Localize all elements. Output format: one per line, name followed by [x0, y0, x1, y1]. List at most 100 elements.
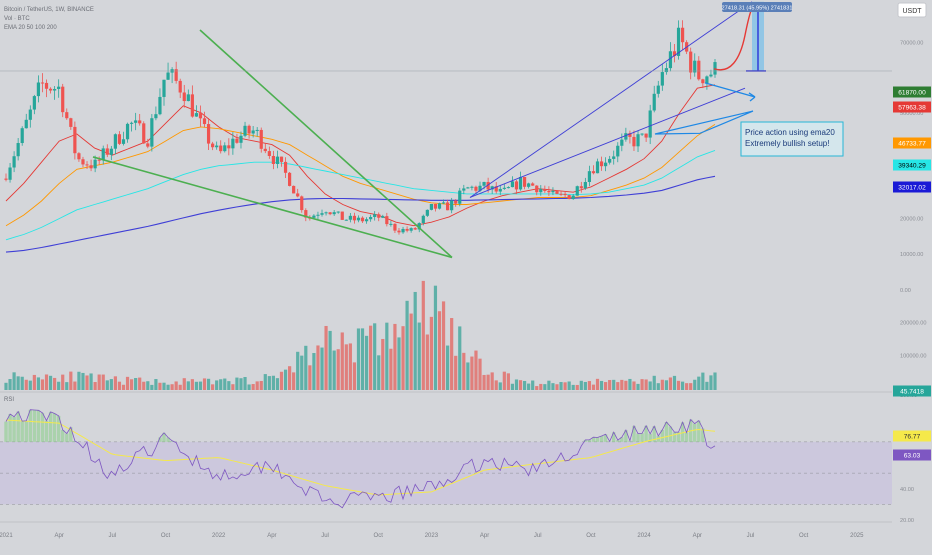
candle-body — [324, 212, 328, 214]
price-scale-area[interactable] — [892, 0, 932, 550]
volume-bar — [575, 384, 579, 390]
volume-bar — [685, 383, 689, 390]
candle-body — [166, 72, 170, 80]
volume-bar — [134, 378, 138, 390]
candle-body — [16, 143, 20, 157]
volume-bar — [697, 376, 701, 390]
volume-bar — [450, 318, 454, 390]
candle-body — [142, 123, 146, 144]
candle-body — [648, 110, 652, 138]
candle-body — [616, 145, 620, 157]
candle-body — [219, 145, 223, 152]
candle-body — [563, 193, 567, 196]
volume-bar — [470, 356, 474, 390]
channel-lower-line[interactable] — [469, 87, 746, 198]
candle-body — [146, 143, 150, 147]
volume-bar — [608, 380, 612, 390]
volume-bar — [429, 316, 433, 390]
volume-bar — [478, 358, 482, 390]
rsi-lines-layer — [4, 409, 716, 509]
volume-bar — [373, 323, 377, 390]
arrow-head[interactable] — [748, 92, 756, 102]
candle-body — [628, 133, 632, 137]
volume-bar — [644, 379, 648, 390]
candle-body — [450, 200, 454, 211]
volume-tick-label: 100000.00 — [900, 353, 926, 359]
candle-body — [405, 228, 409, 231]
volume-bar — [701, 372, 705, 390]
volume-bar — [502, 371, 506, 390]
time-tick-label: 2022 — [212, 533, 226, 539]
wedge-upper-line[interactable] — [199, 29, 453, 259]
currency-button[interactable] — [897, 2, 927, 18]
candle-body — [73, 126, 77, 154]
volume-badge-bg — [893, 385, 931, 397]
volume-bar — [401, 326, 405, 390]
volume-bar — [547, 380, 551, 390]
volume-bar — [462, 352, 466, 390]
volume-bar — [146, 381, 150, 390]
candle-body — [413, 228, 417, 230]
drawings-layer[interactable]: 27418.31 (45.95%) 2741831 Price action us… — [92, 1, 844, 259]
wedge-lower-line[interactable] — [92, 156, 453, 259]
price-badge: 32017.02 — [898, 185, 926, 192]
volume-bar — [364, 335, 369, 390]
candle-body — [117, 134, 122, 144]
candle-body — [36, 82, 41, 97]
arrow-line[interactable] — [704, 82, 756, 98]
candle-body — [332, 212, 336, 215]
price-tick-label: 70000.00 — [900, 40, 923, 46]
candle-body — [121, 139, 126, 144]
time-tick-label: Apr — [693, 533, 702, 539]
volume-bar — [61, 374, 65, 390]
volume-bar — [227, 381, 231, 390]
volume-bar — [413, 291, 417, 390]
candle-body — [680, 27, 685, 43]
time-tick-label: Oct — [799, 533, 809, 539]
candle-body — [81, 159, 85, 165]
price-badge: 46733.77 — [898, 141, 926, 148]
volume-bar — [441, 301, 446, 390]
candle-body — [101, 148, 105, 161]
candle-body — [304, 210, 308, 218]
volume-bar — [247, 384, 251, 390]
candle-body — [559, 193, 563, 195]
candle-body — [61, 86, 65, 113]
time-tick-label: 2024 — [637, 533, 651, 539]
candle-body — [401, 228, 405, 233]
volume-bar — [105, 380, 109, 390]
candle-body — [255, 129, 259, 131]
candle-body — [198, 113, 203, 119]
candle-body — [292, 185, 296, 194]
volume-bar — [494, 380, 498, 390]
volume-bar — [251, 384, 255, 390]
candle-body — [693, 60, 697, 73]
candle-body — [275, 156, 280, 164]
ema-line — [5, 149, 716, 241]
annotation-box[interactable] — [740, 121, 844, 157]
candle-body — [478, 185, 482, 191]
volume-bar — [24, 379, 28, 390]
currency-button-label[interactable]: USDT — [902, 8, 922, 15]
channel-upper-line[interactable] — [469, 1, 753, 198]
volume-bar — [348, 343, 352, 390]
volume-bar — [190, 379, 194, 390]
volume-bar — [166, 384, 170, 390]
volume-bar — [397, 337, 401, 390]
candle-body — [494, 186, 498, 192]
volume-bar — [150, 384, 154, 390]
candle-body — [369, 216, 373, 220]
volume-bar — [555, 384, 559, 390]
volume-bar — [522, 380, 527, 390]
candle-body — [154, 114, 158, 119]
candle-body — [65, 112, 69, 119]
candle-body — [689, 51, 693, 73]
rsi-indicator-title: RSI — [4, 397, 14, 403]
volume-bar — [506, 373, 510, 390]
volume-bar — [129, 379, 134, 390]
rsi-badge: 63.03 — [904, 453, 921, 460]
volume-bar — [680, 381, 685, 390]
forecast-arrow[interactable] — [654, 110, 754, 135]
